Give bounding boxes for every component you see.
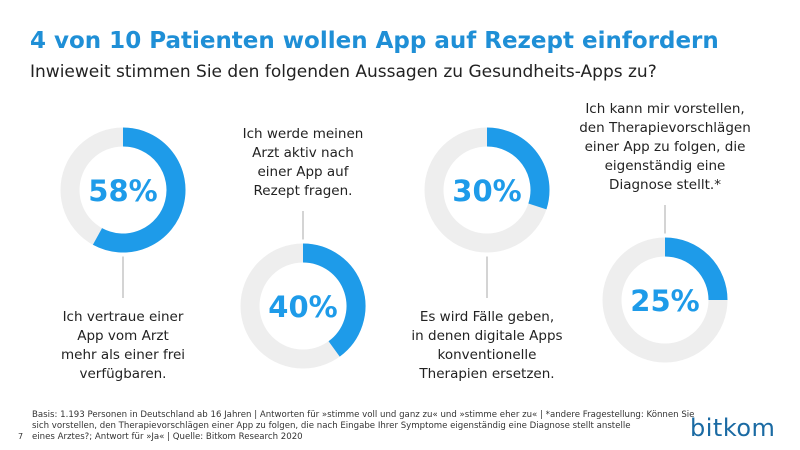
statement-line: Arzt aktiv nach: [252, 145, 354, 161]
footnote: Basis: 1.193 Personen in Deutschland ab …: [32, 410, 694, 443]
statement-line: einer App auf: [257, 164, 349, 180]
footnote-line: eines Arztes?; Antwort für »Ja« | Quelle…: [32, 432, 303, 442]
title: 4 von 10 Patienten wollen App auf Rezept…: [30, 28, 719, 54]
statement-line: Ich kann mir vorstellen,: [585, 101, 744, 117]
page-number: 7: [18, 432, 24, 441]
logo: bitkom: [690, 414, 776, 442]
donut-arc: [664, 237, 728, 301]
statement-line: konventionelle: [438, 347, 537, 363]
statement-line: App vom Arzt: [77, 328, 169, 344]
statement-line: Es wird Fälle geben,: [420, 309, 554, 325]
statement-line: Therapien ersetzen.: [418, 366, 554, 382]
footnote-line: sich vorstellen, den Therapievorschlägen…: [32, 421, 631, 431]
subtitle: Inwieweit stimmen Sie den folgenden Auss…: [30, 62, 657, 82]
statement-line: einer App zu folgen, die: [585, 139, 746, 155]
statement-line: eigenständig eine: [605, 158, 726, 174]
statement-line: den Therapievorschlägen: [579, 120, 751, 136]
statement-line: Ich vertraue einer: [63, 309, 184, 325]
statement-line: in denen digitale Apps: [411, 328, 562, 344]
statement-line: Ich werde meinen: [243, 126, 364, 142]
value-label: 40%: [268, 290, 337, 324]
donut-arc: [92, 127, 186, 253]
donut-arc: [302, 243, 366, 357]
donut-arc: [486, 127, 550, 210]
statement-line: verfügbaren.: [80, 366, 167, 382]
statement-line: mehr als einer frei: [61, 347, 185, 363]
statement-line: Rezept fragen.: [254, 183, 353, 199]
footnote-line: Basis: 1.193 Personen in Deutschland ab …: [32, 410, 695, 420]
statement-line: Diagnose stellt.*: [609, 177, 721, 193]
value-label: 58%: [88, 174, 157, 208]
value-label: 25%: [630, 284, 699, 318]
value-label: 30%: [452, 174, 521, 208]
